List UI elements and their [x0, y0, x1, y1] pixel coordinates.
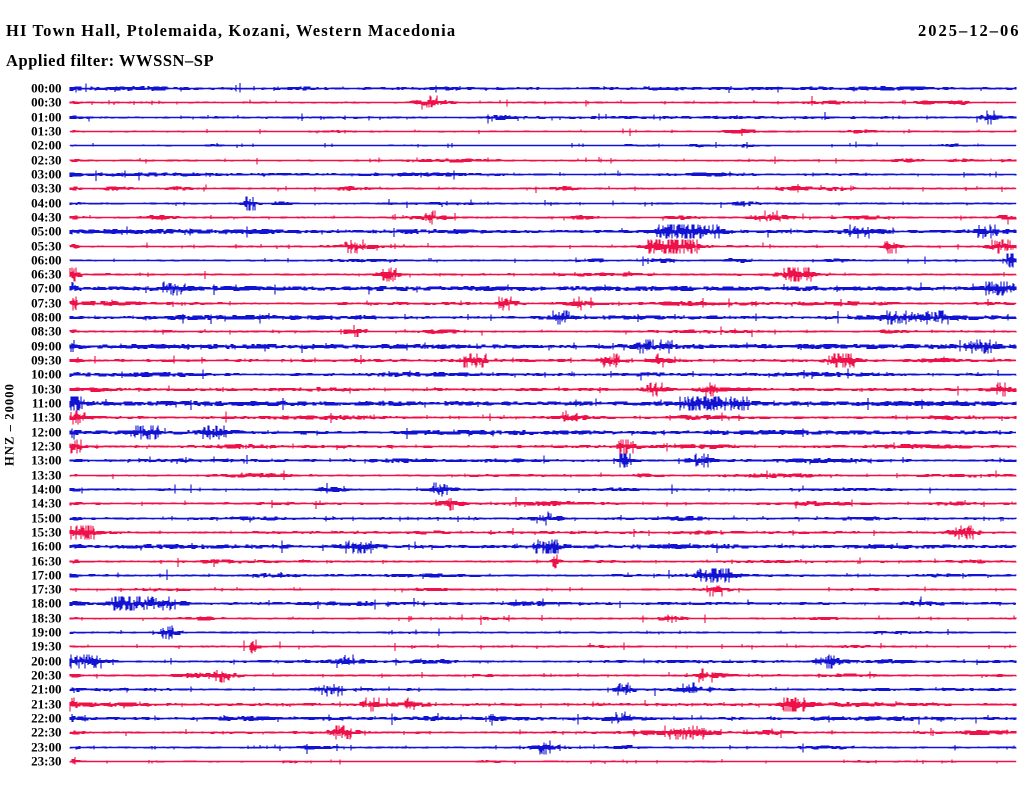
svg-text:09:30: 09:30 — [31, 352, 61, 367]
svg-text:HNZ – 20000: HNZ – 20000 — [3, 383, 17, 466]
svg-text:11:00: 11:00 — [32, 395, 62, 410]
svg-text:04:00: 04:00 — [31, 195, 61, 210]
svg-text:08:00: 08:00 — [31, 309, 61, 324]
svg-text:15:30: 15:30 — [31, 524, 61, 539]
svg-text:03:00: 03:00 — [31, 166, 61, 181]
svg-text:06:00: 06:00 — [31, 252, 61, 267]
svg-text:23:00: 23:00 — [31, 739, 61, 754]
svg-text:07:30: 07:30 — [31, 295, 61, 310]
svg-text:22:30: 22:30 — [31, 724, 61, 739]
svg-text:20:00: 20:00 — [31, 653, 61, 668]
svg-text:09:00: 09:00 — [31, 338, 61, 353]
svg-text:2025–12–06: 2025–12–06 — [918, 21, 1021, 40]
svg-text:19:30: 19:30 — [31, 638, 61, 653]
svg-text:13:30: 13:30 — [31, 467, 61, 482]
svg-text:01:30: 01:30 — [31, 123, 61, 138]
svg-text:07:00: 07:00 — [31, 280, 61, 295]
svg-text:16:30: 16:30 — [31, 553, 61, 568]
svg-text:03:30: 03:30 — [31, 180, 61, 195]
svg-text:10:00: 10:00 — [31, 366, 61, 381]
svg-text:13:00: 13:00 — [31, 452, 61, 467]
svg-text:05:30: 05:30 — [31, 238, 61, 253]
svg-text:15:00: 15:00 — [31, 510, 61, 525]
svg-text:17:00: 17:00 — [31, 567, 61, 582]
svg-text:21:00: 21:00 — [31, 681, 61, 696]
svg-text:10:30: 10:30 — [31, 381, 61, 396]
svg-text:22:00: 22:00 — [31, 710, 61, 725]
svg-text:18:00: 18:00 — [31, 595, 61, 610]
svg-text:00:30: 00:30 — [31, 94, 61, 109]
svg-text:HI Town Hall, Ptolemaida, Koza: HI Town Hall, Ptolemaida, Kozani, Wester… — [6, 21, 456, 40]
svg-text:01:00: 01:00 — [31, 109, 61, 124]
svg-text:08:30: 08:30 — [31, 323, 61, 338]
svg-text:Applied filter: WWSSN–SP: Applied filter: WWSSN–SP — [6, 51, 214, 70]
svg-text:12:30: 12:30 — [31, 438, 61, 453]
svg-text:18:30: 18:30 — [31, 610, 61, 625]
svg-text:05:00: 05:00 — [31, 223, 61, 238]
svg-text:11:30: 11:30 — [32, 409, 62, 424]
svg-text:23:30: 23:30 — [31, 753, 61, 768]
svg-text:06:30: 06:30 — [31, 266, 61, 281]
svg-text:14:00: 14:00 — [31, 481, 61, 496]
svg-text:04:30: 04:30 — [31, 209, 61, 224]
svg-text:21:30: 21:30 — [31, 696, 61, 711]
svg-text:20:30: 20:30 — [31, 667, 61, 682]
svg-text:14:30: 14:30 — [31, 495, 61, 510]
svg-text:12:00: 12:00 — [31, 424, 61, 439]
svg-text:02:30: 02:30 — [31, 152, 61, 167]
svg-text:17:30: 17:30 — [31, 581, 61, 596]
svg-text:19:00: 19:00 — [31, 624, 61, 639]
svg-text:00:00: 00:00 — [31, 80, 61, 95]
svg-text:16:00: 16:00 — [31, 538, 61, 553]
svg-text:02:00: 02:00 — [31, 137, 61, 152]
